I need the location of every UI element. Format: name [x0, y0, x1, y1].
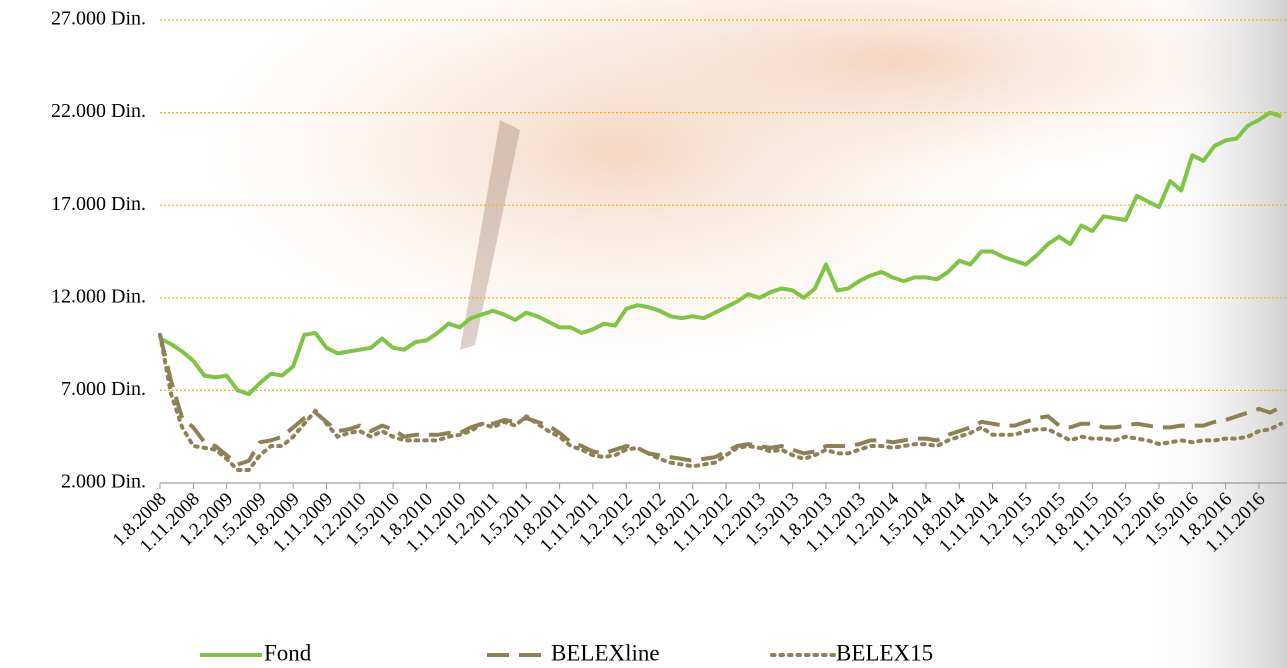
- series-line: [158, 334, 1282, 467]
- series-line: [158, 332, 1284, 472]
- y-tick-label: 12.000 Din.: [51, 285, 146, 307]
- background-photo: [200, 0, 1287, 668]
- legend: Fond BELEXline BELEX15: [200, 640, 933, 665]
- y-tick-label: 17.000 Din.: [51, 193, 146, 215]
- legend-label: Fond: [264, 640, 312, 665]
- legend-label: BELEX15: [836, 640, 933, 665]
- y-tick-label: 27.000 Din.: [51, 8, 146, 30]
- y-tick-label: 22.000 Din.: [51, 100, 146, 122]
- legend-label: BELEXline: [551, 640, 660, 665]
- y-tick-label: 2.000 Din.: [61, 471, 146, 493]
- series-line: [159, 110, 1282, 397]
- y-tick-label: 7.000 Din.: [61, 378, 146, 400]
